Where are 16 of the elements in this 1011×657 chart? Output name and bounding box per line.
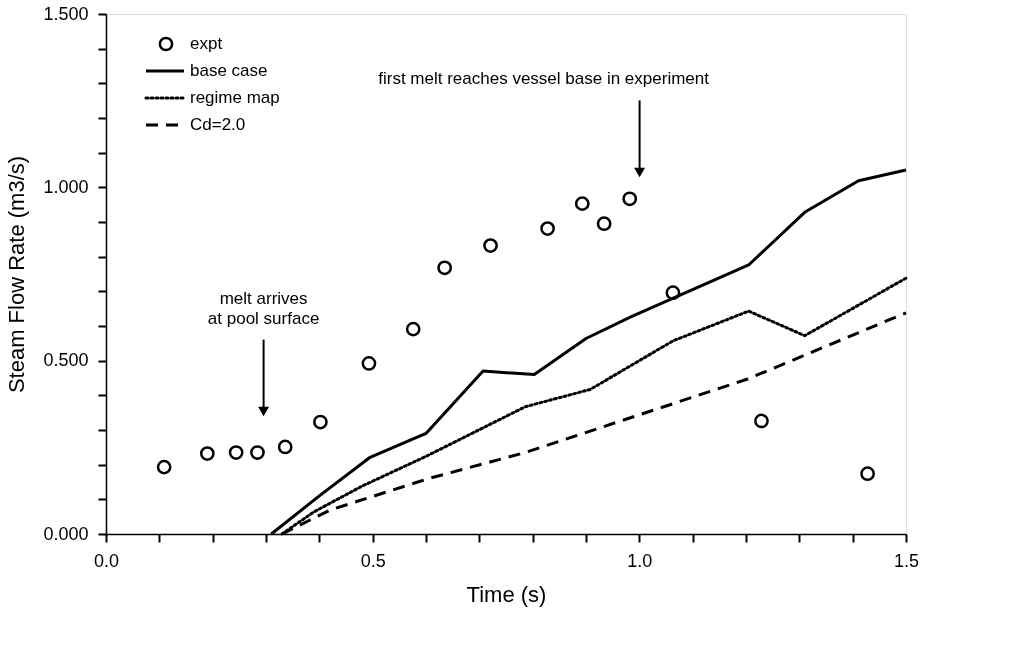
legend-label: regime map	[190, 88, 280, 107]
x-tick-label: 0.0	[93, 550, 120, 571]
x-tick-label: 0.5	[360, 550, 386, 571]
y-tick-label: 0.000	[43, 523, 89, 544]
legend-label: Cd=2.0	[190, 115, 246, 134]
x-tick-label: 1.0	[627, 550, 653, 571]
y-axis-title: Steam Flow Rate (m3/s)	[4, 155, 30, 394]
y-tick-label: 0.500	[43, 350, 89, 371]
y-tick-label: 1.500	[43, 3, 89, 24]
x-tick-label: 1.5	[893, 550, 920, 571]
legend-label: base case	[190, 61, 268, 80]
y-tick-label: 1.000	[43, 176, 89, 197]
annotation: melt arrives at pool surface	[207, 288, 320, 328]
legend-label: expt	[190, 34, 223, 53]
x-axis-title: Time (s)	[466, 581, 547, 607]
annotation: first melt reaches vessel base in experiment	[378, 69, 710, 89]
